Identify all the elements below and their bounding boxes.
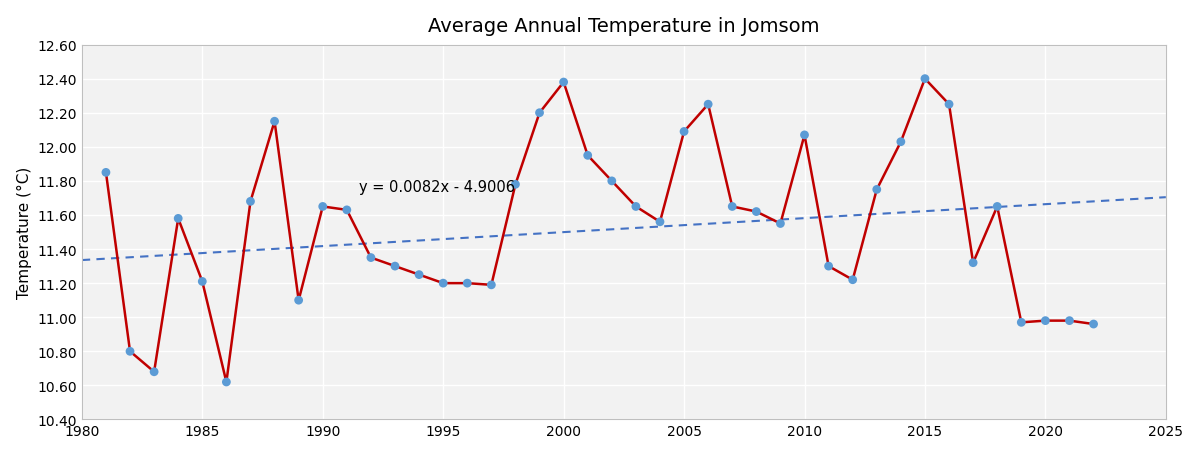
- Point: [916, 76, 935, 83]
- Point: [217, 379, 236, 386]
- Point: [169, 215, 188, 222]
- Point: [964, 259, 983, 267]
- Point: [1012, 319, 1031, 326]
- Point: [674, 129, 694, 136]
- Point: [361, 254, 380, 262]
- Point: [120, 348, 139, 355]
- Point: [193, 278, 212, 285]
- Point: [844, 277, 863, 284]
- Point: [1060, 317, 1079, 324]
- Point: [988, 203, 1007, 211]
- Point: [892, 139, 911, 146]
- Point: [818, 263, 838, 270]
- Point: [481, 282, 500, 289]
- Point: [506, 181, 526, 188]
- Point: [457, 280, 476, 287]
- Point: [289, 297, 308, 304]
- Point: [1084, 321, 1103, 328]
- Point: [698, 101, 718, 109]
- Title: Average Annual Temperature in Jomsom: Average Annual Temperature in Jomsom: [428, 17, 820, 35]
- Point: [96, 169, 115, 177]
- Point: [770, 220, 790, 228]
- Point: [940, 101, 959, 109]
- Point: [385, 263, 404, 270]
- Point: [650, 219, 670, 226]
- Point: [722, 203, 742, 211]
- Point: [794, 132, 814, 139]
- Point: [409, 271, 428, 278]
- Point: [626, 203, 646, 211]
- Point: [433, 280, 452, 287]
- Point: [578, 152, 598, 160]
- Point: [530, 110, 550, 117]
- Y-axis label: Temperature (°C): Temperature (°C): [17, 167, 31, 298]
- Point: [602, 178, 622, 185]
- Point: [241, 198, 260, 206]
- Point: [868, 187, 887, 194]
- Point: [746, 208, 766, 216]
- Point: [1036, 317, 1055, 324]
- Point: [144, 368, 163, 375]
- Point: [554, 79, 574, 86]
- Point: [313, 203, 332, 211]
- Text: y = 0.0082x - 4.9006: y = 0.0082x - 4.9006: [359, 180, 515, 195]
- Point: [265, 118, 284, 126]
- Point: [337, 207, 356, 214]
